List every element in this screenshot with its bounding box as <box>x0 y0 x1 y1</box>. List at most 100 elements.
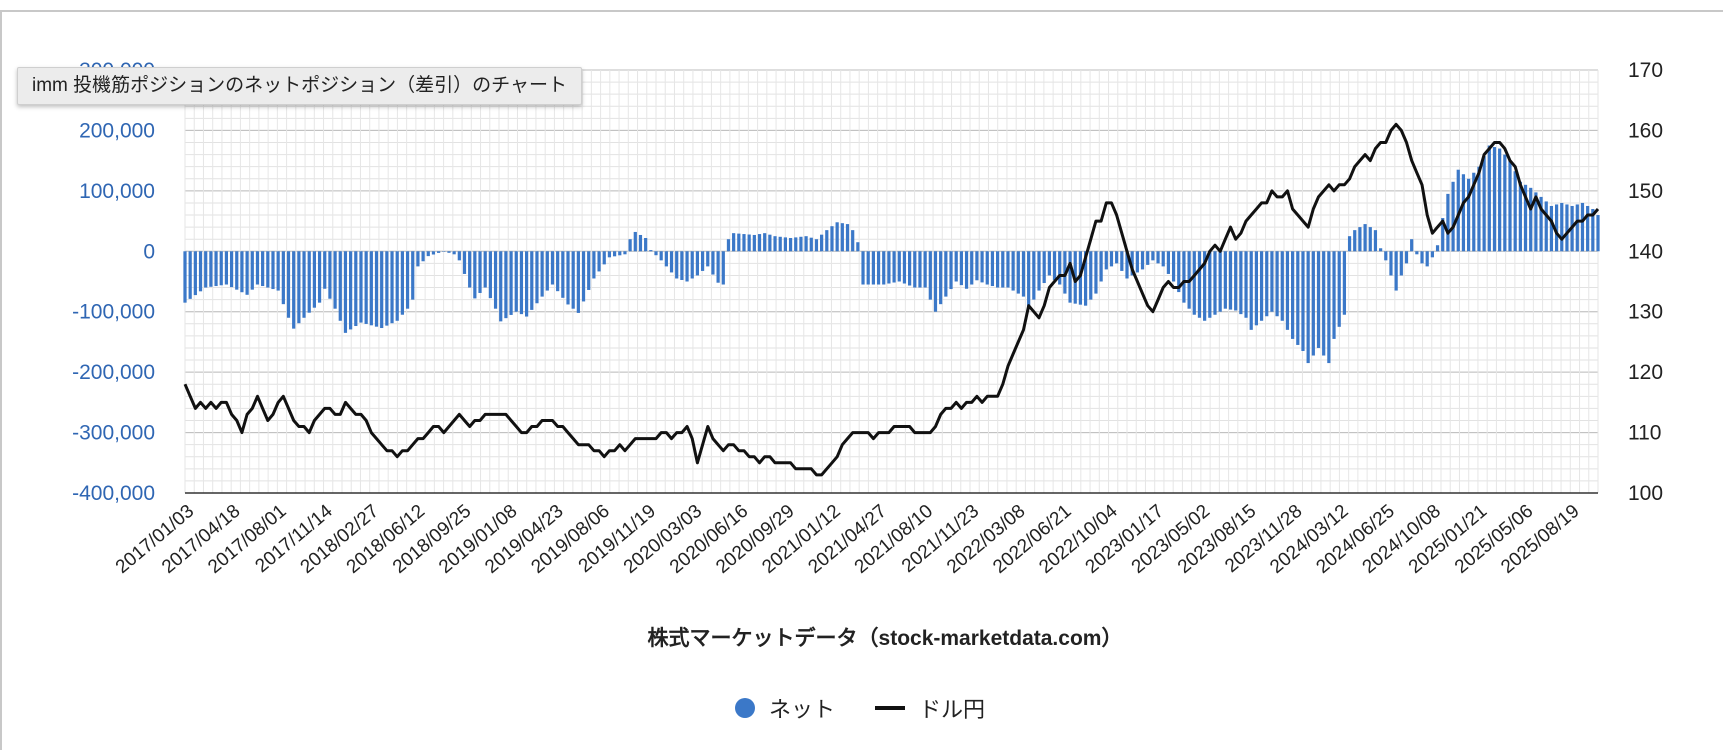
bar-net <box>1244 251 1248 318</box>
bar-net <box>1140 251 1145 270</box>
legend-item-net[interactable]: ネット <box>735 692 835 724</box>
bar-net <box>1591 208 1595 252</box>
y-right-tick-label: 100 <box>1628 482 1663 505</box>
bar-net <box>732 233 736 252</box>
bar-net <box>468 251 472 288</box>
bar-net <box>944 251 948 297</box>
bar-net <box>633 231 637 252</box>
y-right-tick-label: 120 <box>1628 361 1663 384</box>
bar-net <box>980 251 984 283</box>
bar-net <box>1373 230 1378 252</box>
bar-net <box>783 237 788 252</box>
bar-net <box>1482 156 1486 252</box>
bar-net <box>1254 251 1259 326</box>
bar-net <box>706 251 710 267</box>
bar-net <box>1120 251 1124 271</box>
bar-net <box>809 237 813 252</box>
bar-net <box>250 251 254 290</box>
bar-net <box>654 251 658 256</box>
bar-net <box>1285 251 1290 330</box>
bar-net <box>261 251 265 287</box>
bar-net <box>509 251 513 315</box>
bar-net <box>323 251 327 289</box>
bar-net <box>752 234 756 252</box>
bar-net <box>292 251 296 329</box>
bar-net <box>680 251 684 280</box>
bar-net <box>1560 202 1564 252</box>
bar-net <box>354 251 358 327</box>
bar-net <box>390 251 394 324</box>
bar-net <box>1218 251 1222 312</box>
bar-net <box>1021 251 1026 297</box>
bar-net <box>1565 204 1569 252</box>
bar-net <box>1109 251 1114 267</box>
bar-net <box>447 251 451 253</box>
bar-net <box>1115 251 1119 264</box>
bar-net <box>488 251 492 299</box>
y-right-tick-label: 110 <box>1628 422 1661 445</box>
bar-net <box>385 251 389 326</box>
bar-net <box>1508 160 1512 252</box>
bar-net <box>545 251 549 291</box>
bar-net <box>1529 187 1533 252</box>
bar-net <box>716 251 720 283</box>
bar-net <box>328 251 332 299</box>
bar-net <box>1161 251 1165 267</box>
bar-net <box>804 236 808 252</box>
legend-label-net: ネット <box>769 697 836 722</box>
bar-net <box>1399 251 1403 276</box>
bar-net <box>214 251 218 287</box>
bar-net <box>887 251 891 284</box>
bar-net <box>1223 251 1227 309</box>
bar-net <box>742 234 746 252</box>
bar-net <box>1234 251 1238 311</box>
bar-net <box>747 234 751 252</box>
legend-item-usdjpy[interactable]: ドル円 <box>875 692 985 724</box>
bar-net <box>861 251 865 285</box>
y-left-tick-label: -400,000 <box>72 482 155 505</box>
bar-net <box>405 251 410 309</box>
bar-net <box>473 251 477 299</box>
bar-net <box>317 251 322 303</box>
bar-net <box>395 251 399 321</box>
y-right-tick-label: 160 <box>1628 119 1663 142</box>
bar-net <box>540 251 544 297</box>
bar-net <box>1518 181 1522 252</box>
bar-net <box>1456 169 1460 252</box>
bar-net <box>1368 227 1372 252</box>
bar-net <box>939 251 943 305</box>
bar-net <box>1037 251 1041 291</box>
bar-net <box>1032 251 1036 300</box>
bar-net <box>908 251 912 286</box>
bar-net <box>644 237 648 252</box>
bar-net <box>1435 245 1440 252</box>
bar-net <box>664 251 668 267</box>
bar-net <box>871 251 875 285</box>
bar-net <box>566 251 570 305</box>
bar-net <box>954 251 958 282</box>
bar-net <box>188 251 192 299</box>
bar-net <box>1472 172 1476 252</box>
bar-net <box>312 251 317 308</box>
bar-net <box>902 251 907 284</box>
bar-net <box>1192 251 1196 315</box>
bar-net <box>240 251 244 293</box>
bar-net <box>695 251 700 276</box>
bar-net <box>835 222 839 252</box>
bar-net <box>343 251 348 333</box>
bar-net <box>297 251 301 324</box>
y-right-tick-label: 150 <box>1628 180 1663 203</box>
bar-net <box>1306 251 1310 364</box>
bar-net <box>198 251 203 292</box>
bar-net <box>504 251 508 319</box>
bar-net <box>928 251 932 300</box>
bar-net <box>245 251 249 295</box>
bar-net <box>271 251 275 290</box>
bar-net <box>700 251 705 271</box>
bar-net <box>607 251 612 258</box>
bar-net <box>431 251 436 255</box>
bar-net <box>1394 251 1398 291</box>
bar-net <box>224 251 229 285</box>
bar-net <box>571 251 575 309</box>
bar-net <box>442 251 446 252</box>
